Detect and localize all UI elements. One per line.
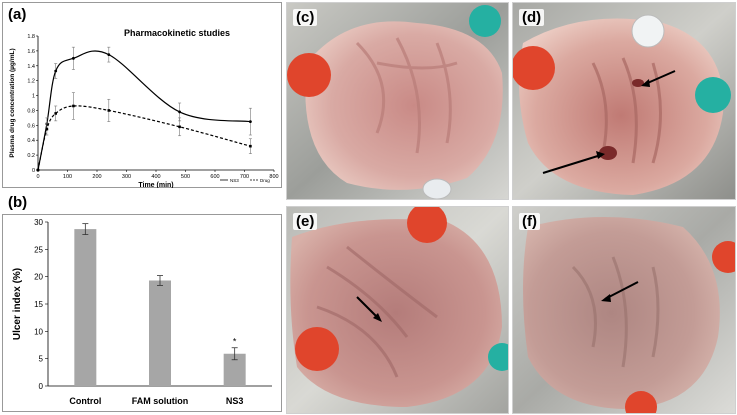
data-point [54,112,57,115]
y-tick-label: 15 [34,300,43,309]
x-tick-label: 500 [181,174,190,180]
data-point [107,53,111,57]
category-label: Control [69,396,101,406]
y-tick-label: 1.2 [27,79,35,85]
photo-c: (c) [286,2,509,200]
y-tick-label: 25 [34,245,43,254]
stomach-tissue-image [513,207,735,413]
x-axis-label: Time (min) [138,182,173,188]
x-tick-label: 100 [63,174,72,180]
legend-entry: Drug [260,178,270,183]
y-tick-label: 5 [39,355,44,364]
x-tick-label: 700 [240,174,249,180]
data-point [178,125,181,129]
stomach-tissue-image [287,3,508,199]
series-line-drug [37,105,251,171]
panel-a-frame [2,2,282,188]
y-tick-label: 1 [32,94,35,100]
x-tick-label: 800 [269,174,278,180]
data-point [178,110,182,114]
chart-title: Pharmacokinetic studies [124,28,230,38]
photo-e: (e) [286,206,509,414]
y-tick-label: 10 [34,327,43,336]
x-tick-label: 600 [210,174,219,180]
y-tick-label: 1.6 [27,49,35,55]
ulcer-chart: 0 5 10 15 20 25 30 Ulcer index (%) Control FAM so… [12,218,272,406]
pk-chart: Pharmacokinetic studies 0 100 200 300 400 500 6… [9,28,279,188]
x-tick-label: 0 [36,174,39,180]
y-tick-label: 1.8 [27,34,35,40]
y-tick-label: 20 [34,273,43,282]
data-point [36,168,40,172]
bar-fam-solution [149,280,171,386]
panel-a-label: (a) [8,6,27,23]
data-point [107,109,111,112]
panel-b-label: (b) [8,194,28,211]
y-tick-label: 0.8 [27,108,35,114]
y-tick-label: 0 [32,168,35,174]
y-tick-label: 0 [39,382,44,391]
photo-f: (f) [512,206,736,414]
panel-c-label: (c) [293,9,318,26]
y-tick-label: 0.6 [27,123,35,129]
x-tick-label: 300 [122,174,131,180]
significance-mark: * [233,337,237,347]
category-label: NS3 [226,396,244,406]
panel-e-label: (e) [293,213,318,230]
category-label: FAM solution [132,396,189,406]
data-point [45,127,49,131]
data-point [54,69,58,73]
panel-a: (a) Pharmacokinetic studies 0 100 200 300 400… [2,2,282,188]
y-tick-label: 0.2 [27,153,35,159]
y-tick-label: 1.4 [27,64,35,70]
x-tick-label: 400 [151,174,160,180]
panel-f-label: (f) [519,213,540,230]
bar-ns3 [223,353,246,386]
legend-entry: NS3 [230,178,239,183]
data-point [72,56,75,60]
data-point [72,104,75,108]
y-tick-label: 30 [34,218,43,227]
bar-control [74,229,97,386]
y-axis-label: Ulcer index (%) [12,268,23,340]
x-tick-label: 200 [92,174,101,180]
data-point [249,144,252,148]
panel-b: (b) 0 5 10 15 20 25 30 Ulcer index (%) Control FA… [2,194,282,412]
y-axis-label: Plasma drug concentration (µg/mL) [9,48,16,157]
panel-d-label: (d) [519,9,545,26]
y-tick-label: 0.4 [27,138,35,144]
photo-d: (d) [512,2,736,200]
stomach-tissue-image [287,207,508,413]
stomach-tissue-image [513,3,735,199]
series-line-ns3 [37,50,251,171]
data-point [249,120,252,124]
